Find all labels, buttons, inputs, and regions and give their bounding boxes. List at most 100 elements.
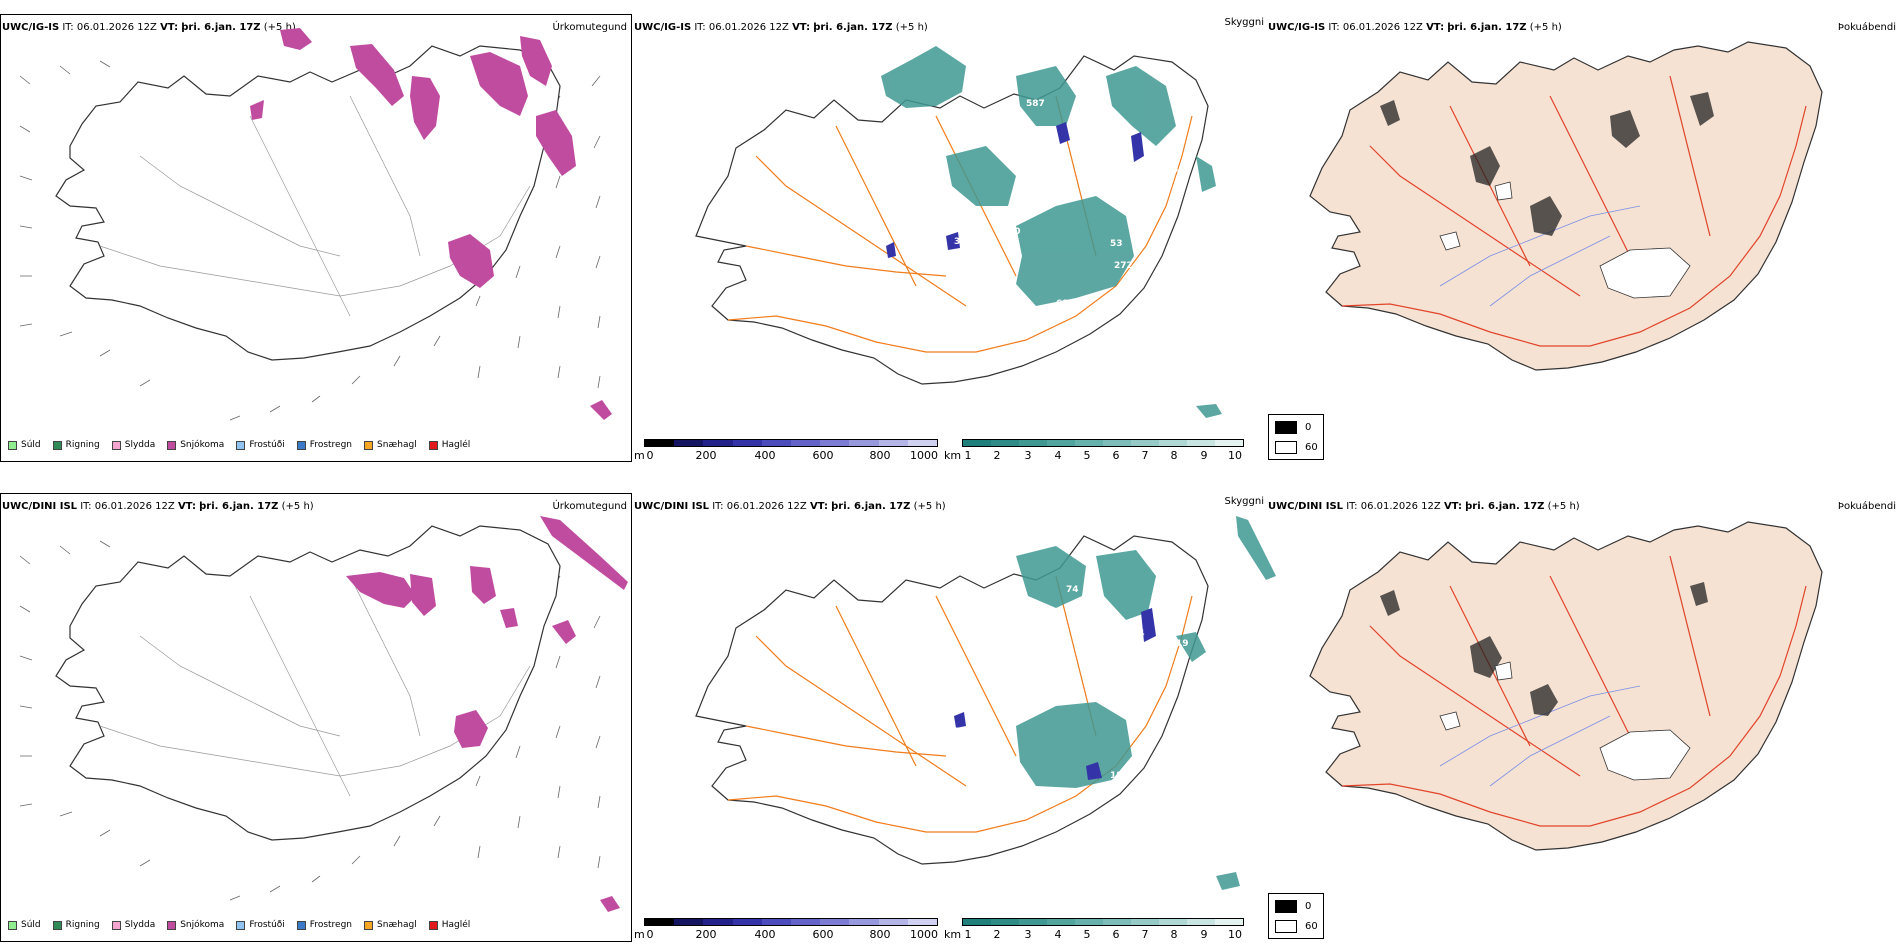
vt-label: VT: [1426,22,1445,33]
legend-label: Frostregn [309,440,353,450]
legend-item: Snæhagl [364,440,417,450]
fog-mask-legend: 0 60 [1268,414,1324,460]
snow-areas [346,516,628,912]
cloud-header: UWC/IG-IS IT: 06.01.2026 12Z VT: þri. 6.… [634,22,928,33]
cloud-label: 53 [1166,165,1179,175]
lead-time: (+5 h) [895,22,928,33]
fog-header: UWC/DINI ISL IT: 06.01.2026 12Z VT: þri.… [1268,501,1580,512]
cbar-tick: 7 [1141,928,1149,941]
cbar-bar [962,439,1244,447]
cbar-tick: 8 [1170,449,1178,462]
rivers [1439,685,1641,787]
legend-label: Frostregn [309,920,353,930]
cbar-unit: km [944,928,962,941]
cloud-map: 74 94 19 19 107 217 188 [695,516,1276,890]
legend-swatch-frostudi [236,440,246,450]
legend-swatch-haglel [428,920,438,930]
fog-header: UWC/IG-IS IT: 06.01.2026 12Z VT: þri. 6.… [1268,22,1562,33]
vt-label: VT: [177,501,196,512]
iceland-coastline [1309,41,1823,371]
legend-item: 0 [1275,900,1311,913]
it-value: 06.01.2026 12Z [1360,501,1441,512]
lead-time: (+5 h) [263,22,296,33]
precip-map [19,516,628,912]
cloud-title: Skyggni [1224,496,1264,507]
visibility-colorbar: km 1 2 3 4 5 6 7 8 9 10 [944,918,1264,942]
vt-value: þri. 6.jan. 17Z [199,501,279,512]
cbar-tick: 800 [869,928,891,941]
legend-label: 0 [1305,901,1312,912]
cbar-tick: 600 [812,928,834,941]
precip-panel-frame [0,493,632,942]
legend-item: Rigning [52,920,100,930]
cbar-tick: 4 [1054,928,1062,941]
cbar-tick: 10 [1228,449,1242,462]
cloud-label: 70 [1008,227,1021,237]
legend-label: Haglél [441,920,471,930]
legend-swatch-black [1275,421,1297,434]
legend-label: Frostúði [249,920,285,930]
cbar-tick: 5 [1083,928,1091,941]
vt-value: þri. 6.jan. 17Z [813,22,893,33]
bottom-row: UWC/DINI ISL IT: 06.01.2026 12Z VT: þri.… [0,480,1900,950]
vt-label: VT: [160,22,179,33]
cbar-tick: 800 [869,449,891,462]
model-name: UWC/IG-IS [634,22,692,33]
legend-item: Frostúði [236,920,285,930]
cbar-tick: 1 [964,449,972,462]
cbar-tick: 6 [1112,928,1120,941]
iceland-coastline [1309,521,1823,851]
legend-item: Frostúði [236,440,285,450]
it-label: IT: [1328,22,1340,33]
cloud-label: 188 [1110,771,1129,781]
cbar-tick: 2 [993,449,1001,462]
legend-item: Súld [8,920,41,930]
legend-label: Frostúði [249,440,285,450]
cbar-bar [644,439,938,447]
cbar-bar [962,918,1244,926]
legend-item: Rigning [52,440,100,450]
cbar-tick: 200 [695,449,717,462]
precip-header: UWC/DINI ISL IT: 06.01.2026 12Z VT: þri.… [2,501,314,512]
cloud-labels: 587 296 53 272 680 53 70 315 59 [954,99,1179,309]
lead-time: (+5 h) [913,501,946,512]
cloud-header: UWC/DINI ISL IT: 06.01.2026 12Z VT: þri.… [634,501,946,512]
precip-legend: Súld Rigning Slydda Snjókoma Frostúði Fr… [8,440,470,450]
legend-swatch-frostudi [236,920,246,930]
cbar-unit: m [634,928,645,941]
legend-swatch-snaehagl [364,920,374,930]
vt-value: þri. 6.jan. 17Z [181,22,261,33]
legend-label: Snjókoma [180,920,225,930]
cbar-tick: 1000 [910,449,938,462]
cloud-label: 19 [1176,639,1189,649]
legend-label: Rigning [65,440,100,450]
legend-label: Súld [21,920,41,930]
legend-swatch-frostregn [296,920,306,930]
vt-label: VT: [809,501,828,512]
legend-item: Slydda [111,920,155,930]
cloud-areas [1016,516,1276,890]
cbar-tick: 600 [812,449,834,462]
fog-map [1309,521,1823,851]
legend-item: Haglél [428,920,471,930]
cloud-areas [881,46,1222,418]
cloud-label: 272 [1114,261,1133,271]
fog-title: Þokuábendi [1837,501,1896,512]
legend-swatch-suld [8,440,17,450]
cbar-tick: 4 [1054,449,1062,462]
iceland-coastline [695,55,1209,385]
it-label: IT: [1346,501,1358,512]
cloud-label: 107 [1004,713,1023,723]
legend-item: Snæhagl [364,920,417,930]
snow-areas [250,28,612,420]
cloud-base-areas [886,122,1144,258]
cloud-label: 59 [1094,125,1107,135]
legend-item: Slydda [111,440,155,450]
cbar-unit: m [634,449,645,462]
cbar-tick: 400 [754,449,776,462]
legend-label: 0 [1305,422,1312,433]
legend-item: Frostregn [296,920,353,930]
cbar-tick: 9 [1200,928,1208,941]
it-label: IT: [62,22,74,33]
visibility-colorbar: km 1 2 3 4 5 6 7 8 9 10 [944,439,1264,463]
